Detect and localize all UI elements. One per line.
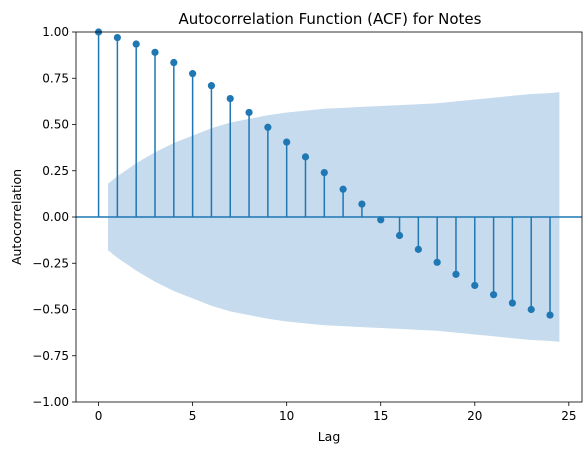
acf-point-lag-14 xyxy=(358,200,366,208)
acf-point-lag-23 xyxy=(527,305,535,314)
acf-point-lag-4 xyxy=(170,58,178,67)
x-axis-label: Lag xyxy=(318,429,341,444)
y-tick-label-8: 1.00 xyxy=(42,25,69,39)
y-tick-label-5: 0.25 xyxy=(42,164,69,178)
acf-point-lag-6 xyxy=(207,82,216,90)
acf-point-lag-20 xyxy=(471,281,479,290)
x-tick-label-25: 25 xyxy=(561,409,576,423)
x-tick-label-0: 0 xyxy=(95,409,103,423)
acf-point-lag-19 xyxy=(452,270,460,278)
y-tick-label-3: −0.25 xyxy=(32,256,69,270)
acf-point-lag-12 xyxy=(320,169,328,177)
chart-title: Autocorrelation Function (ACF) for Notes xyxy=(179,10,482,28)
x-tick-label-20: 20 xyxy=(467,409,482,423)
acf-point-lag-3 xyxy=(151,48,159,56)
acf-point-lag-17 xyxy=(414,245,422,253)
y-axis-label: Autocorrelation xyxy=(9,169,24,265)
acf-point-lag-7 xyxy=(226,95,234,103)
y-tick-label-1: −0.75 xyxy=(32,349,69,363)
acf-point-lag-13 xyxy=(339,185,347,193)
x-tick-label-5: 5 xyxy=(189,409,197,423)
acf-point-lag-9 xyxy=(264,123,272,131)
acf-point-lag-15 xyxy=(377,216,385,224)
acf-point-lag-10 xyxy=(283,138,291,146)
acf-point-lag-5 xyxy=(189,70,197,78)
y-tick-layer: −1.00 −0.75 −0.50 −0.25 0.00 0.25 0.50 0.75 1.00 xyxy=(32,25,76,409)
acf-point-lag-18 xyxy=(433,258,441,266)
y-tick-label-6: 0.50 xyxy=(42,118,69,132)
y-tick-label-7: 0.75 xyxy=(42,71,69,85)
y-tick-label-0: −1.00 xyxy=(32,395,69,409)
x-tick-layer: 0 5 10 15 20 25 xyxy=(95,402,576,423)
x-tick-label-15: 15 xyxy=(373,409,388,423)
acf-point-lag-2 xyxy=(132,40,140,48)
acf-point-lag-21 xyxy=(489,291,498,299)
acf-point-lag-1 xyxy=(113,33,121,42)
acf-point-lag-22 xyxy=(508,299,517,307)
acf-point-lag-11 xyxy=(301,153,310,161)
y-tick-label-4: 0.00 xyxy=(42,210,69,224)
stem-layer xyxy=(97,32,551,316)
y-tick-label-2: −0.50 xyxy=(32,303,69,317)
acf-point-lag-24 xyxy=(546,311,554,319)
acf-point-lag-8 xyxy=(245,108,253,117)
x-tick-label-10: 10 xyxy=(279,409,294,423)
acf-point-lag-16 xyxy=(395,231,404,240)
point-layer xyxy=(94,28,554,319)
